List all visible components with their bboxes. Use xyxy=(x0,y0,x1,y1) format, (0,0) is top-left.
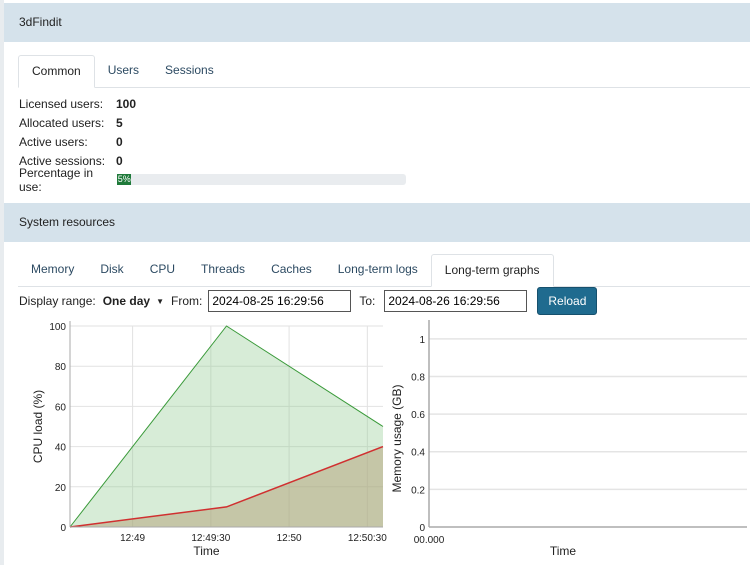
active-users-value: 0 xyxy=(116,134,123,149)
y-axis-title: CPU load (%) xyxy=(31,390,45,463)
y-tick-label: 0.4 xyxy=(411,448,425,459)
x-axis-title: Time xyxy=(193,544,220,558)
memory-usage-chart: 0 0.2 0.4 0.6 0.8 1 00.000 Time Memory usage (GB… xyxy=(390,320,747,558)
licensed-users-label: Licensed users: xyxy=(19,96,104,111)
x-tick-label: 12:49:30 xyxy=(191,533,230,544)
y-tick-label: 0.2 xyxy=(411,485,425,496)
x-tick-label: 12:49 xyxy=(120,533,145,544)
from-input[interactable] xyxy=(208,290,352,312)
x-tick-label: 00.000 xyxy=(414,535,445,546)
tab-long-term-logs[interactable]: Long-term logs xyxy=(337,262,418,276)
cpu-load-chart: 0 20 40 60 80 100 12:49 12:49:30 12:50 12:50:30 Ti… xyxy=(31,321,387,558)
left-edge xyxy=(0,0,4,565)
system-resources-header: System resources xyxy=(4,203,750,242)
app-title: 3dFindit xyxy=(19,15,62,29)
x-tick-label: 12:50:30 xyxy=(348,533,387,544)
licensed-users-value: 100 xyxy=(116,96,137,111)
y-axis-title: Memory usage (GB) xyxy=(390,384,404,492)
y-tick-label: 0.8 xyxy=(411,372,425,383)
license-info: Licensed users: 100 Allocated users: 5 Act… xyxy=(19,94,137,194)
y-tick-label: 100 xyxy=(49,322,66,333)
active-sessions-value: 0 xyxy=(116,153,123,168)
series-line-1 xyxy=(69,445,384,528)
y-tick-label: 80 xyxy=(55,362,67,373)
y-tick-label: 1 xyxy=(419,335,425,346)
to-label: To: xyxy=(359,294,376,308)
x-axis-title: Time xyxy=(550,544,577,558)
app-header: 3dFindit xyxy=(4,3,750,42)
y-tick-label: 40 xyxy=(55,443,67,454)
tab-disk[interactable]: Disk xyxy=(100,262,124,276)
usage-progress-fill: 5% xyxy=(117,174,132,185)
series-area-1 xyxy=(70,446,383,527)
caret-down-icon[interactable]: ▼ xyxy=(156,296,164,306)
tab-common[interactable]: Common xyxy=(18,55,95,88)
usage-progress-bar: 5% xyxy=(117,174,406,185)
tab-users[interactable]: Users xyxy=(107,63,140,77)
percentage-label: Percentage in use: xyxy=(19,165,94,194)
to-input[interactable] xyxy=(384,290,528,312)
from-label: From: xyxy=(171,294,203,308)
display-range-dropdown[interactable]: One day xyxy=(102,294,151,308)
series-line-0 xyxy=(69,325,384,528)
resource-tabs: Memory Disk CPU Threads Caches Long-term… xyxy=(18,254,750,287)
tab-threads[interactable]: Threads xyxy=(201,262,246,276)
x-tick-label: 12:50 xyxy=(277,533,302,544)
allocated-users-value: 5 xyxy=(116,115,123,130)
range-controls: Display range: One day ▼ From: To: Reloa… xyxy=(19,287,598,315)
tab-memory[interactable]: Memory xyxy=(31,262,75,276)
tab-long-term-graphs[interactable]: Long-term graphs xyxy=(430,254,554,287)
display-range-label: Display range: xyxy=(19,294,96,308)
user-tabs: Common Users Sessions xyxy=(18,55,750,88)
allocated-users-label: Allocated users: xyxy=(19,115,105,130)
active-users-label: Active users: xyxy=(19,134,88,149)
active-sessions-label: Active sessions: xyxy=(19,153,106,168)
tab-caches[interactable]: Caches xyxy=(271,262,312,276)
tab-cpu[interactable]: CPU xyxy=(149,262,176,276)
tab-sessions[interactable]: Sessions xyxy=(165,63,214,77)
y-tick-label: 0.6 xyxy=(411,410,425,421)
reload-button[interactable]: Reload xyxy=(537,287,598,315)
y-tick-label: 20 xyxy=(55,483,67,494)
system-resources-title: System resources xyxy=(19,215,116,229)
y-tick-label: 60 xyxy=(55,402,67,413)
y-tick-label: 0 xyxy=(419,523,425,534)
y-tick-label: 0 xyxy=(60,523,66,534)
